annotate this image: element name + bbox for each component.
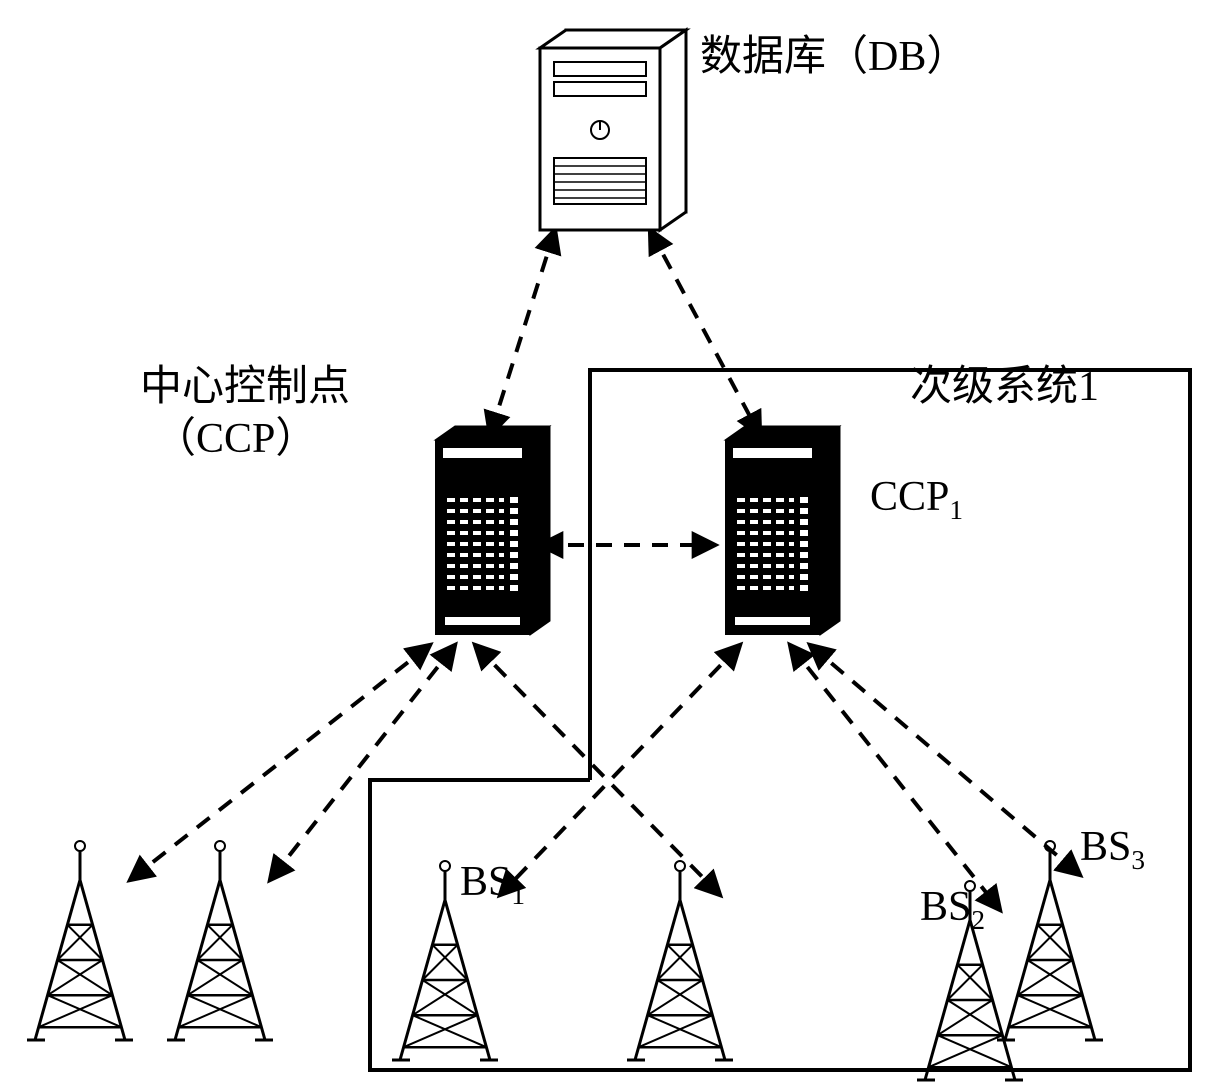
label-bs2: BS2 <box>920 884 985 935</box>
ccp1-server <box>725 426 840 635</box>
label-db: 数据库（DB） <box>700 34 968 80</box>
tower-5 <box>997 841 1103 1040</box>
link-arrow-3 <box>130 645 430 880</box>
ccp-server <box>435 426 550 635</box>
label-system1: 次级系统1 <box>910 364 1099 410</box>
tower-1 <box>167 841 273 1040</box>
database-node <box>540 30 686 230</box>
link-arrow-6 <box>500 645 740 895</box>
link-arrow-1 <box>650 230 760 435</box>
label-ccp1: CCP1 <box>870 474 963 525</box>
tower-0 <box>27 841 133 1040</box>
link-arrow-0 <box>490 230 555 435</box>
link-arrow-4 <box>270 645 455 880</box>
label-ccp-line1: 中心控制点 <box>140 364 350 410</box>
label-ccp-line2: （CCP） <box>154 416 317 462</box>
label-bs3: BS3 <box>1080 824 1145 875</box>
label-bs1: BS1 <box>460 859 525 910</box>
link-arrow-8 <box>810 645 1080 875</box>
link-arrow-5 <box>475 645 720 895</box>
